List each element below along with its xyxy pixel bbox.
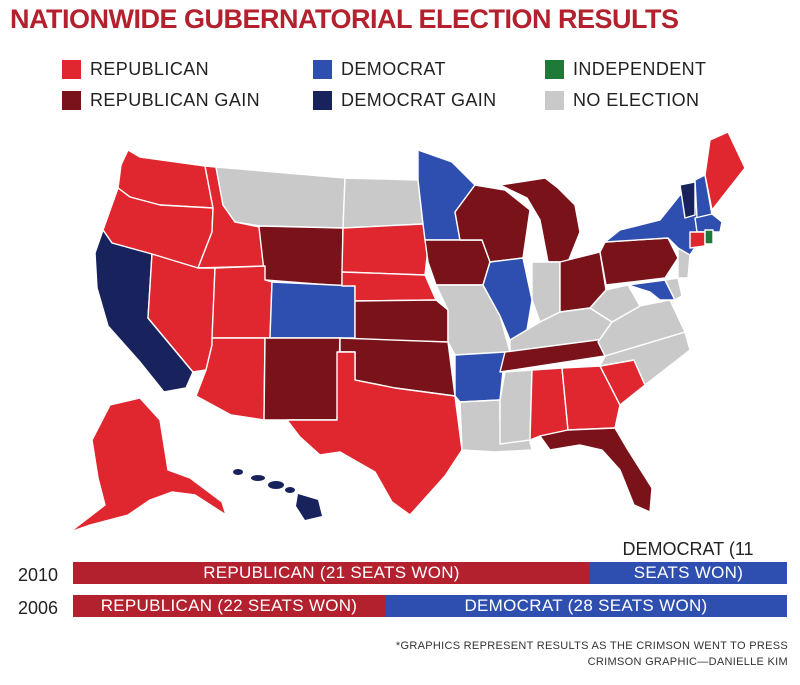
legend-swatch-democrat-gain — [313, 90, 332, 110]
year-2006-label: 2006 — [18, 598, 59, 618]
state-maine — [704, 131, 746, 211]
state-indiana — [531, 261, 561, 323]
state-iowa — [424, 239, 491, 286]
legend-label-republican-gain: REPUBLICAN GAIN — [90, 89, 261, 110]
legend-swatch-independent — [545, 59, 564, 79]
state-west-virginia — [589, 284, 641, 323]
state-massachusetts — [694, 213, 723, 233]
state-mississippi — [499, 369, 533, 445]
state-texas — [286, 351, 463, 516]
state-vermont — [679, 181, 696, 219]
legend-label-democrat-gain: DEMOCRAT GAIN — [341, 89, 497, 110]
state-new-mexico — [263, 337, 341, 421]
legend-independent: INDEPENDENT — [545, 58, 706, 80]
legend-no-election: NO ELECTION — [545, 89, 699, 111]
state-maryland — [627, 279, 676, 301]
state-colorado — [269, 281, 356, 339]
state-pennsylvania — [599, 237, 679, 286]
state-arkansas — [454, 351, 506, 403]
state-alabama — [529, 367, 569, 441]
state-montana — [215, 166, 346, 229]
state-michigan — [499, 177, 581, 263]
legend-swatch-republican — [62, 59, 81, 79]
page-title: NATIONWIDE GUBERNATORIAL ELECTION RESULT… — [10, 4, 679, 34]
bar-2006-democrat: DEMOCRAT (28 SEATS WON) — [385, 595, 787, 617]
legend-label-independent: INDEPENDENT — [573, 58, 707, 79]
legend-republican-gain: REPUBLICAN GAIN — [62, 89, 260, 111]
state-south-dakota — [341, 223, 429, 276]
state-utah — [211, 265, 273, 339]
bar-2010-democrat-label-top: DEMOCRAT (11 — [622, 539, 754, 559]
legend-swatch-no-election — [545, 90, 564, 110]
state-wyoming — [258, 225, 344, 287]
legend-label-no-election: NO ELECTION — [573, 89, 700, 110]
year-2010-label: 2010 — [18, 565, 59, 585]
legend-swatch-democrat — [313, 59, 332, 79]
bar-2010-democrat-label: SEATS WON) — [633, 563, 744, 582]
footnote-line-2: CRIMSON GRAPHIC—DANIELLE KIM — [587, 656, 788, 668]
legend-republican: REPUBLICAN — [62, 58, 209, 80]
bar-2010-democrat: SEATS WON) — [590, 562, 787, 584]
bar-2006-democrat-label: DEMOCRAT (28 SEATS WON) — [464, 596, 708, 615]
bar-2010-republican: REPUBLICAN (21 SEATS WON) — [73, 562, 590, 584]
legend-label-democrat: DEMOCRAT — [341, 58, 446, 79]
legend-democrat: DEMOCRAT — [313, 58, 446, 80]
state-connecticut — [689, 231, 706, 249]
bar-2006-republican-label: REPUBLICAN (22 SEATS WON) — [100, 596, 358, 615]
legend-democrat-gain: DEMOCRAT GAIN — [313, 89, 497, 111]
state-north-dakota — [342, 177, 424, 229]
state-georgia — [561, 365, 621, 431]
footnote-line-1: *GRAPHICS REPRESENT RESULTS AS THE CRIMS… — [395, 640, 788, 652]
state-hawaii — [233, 469, 322, 520]
bar-2010-republican-label: REPUBLICAN (21 SEATS WON) — [203, 563, 460, 582]
state-nebraska — [341, 271, 437, 302]
state-florida — [539, 427, 653, 513]
state-california — [94, 229, 194, 393]
legend-label-republican: REPUBLICAN — [90, 58, 210, 79]
state-alaska — [69, 397, 227, 533]
state-delaware — [664, 277, 683, 301]
bar-2006-republican: REPUBLICAN (22 SEATS WON) — [73, 595, 385, 617]
state-rhode-island — [704, 229, 714, 245]
legend-swatch-republican-gain — [62, 90, 81, 110]
us-map — [69, 131, 746, 533]
state-kansas — [354, 299, 449, 343]
